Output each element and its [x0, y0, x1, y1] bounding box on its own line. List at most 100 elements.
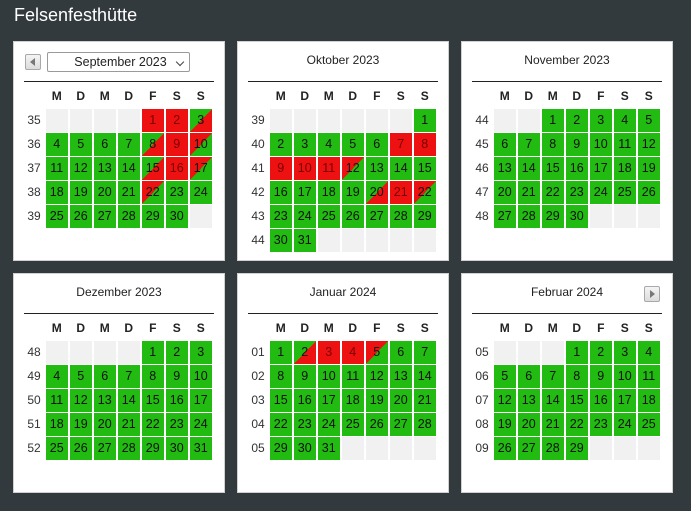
arrival-day-cell[interactable]: 2	[293, 341, 316, 364]
free-day-cell[interactable]: 29	[413, 205, 436, 228]
free-day-cell[interactable]: 19	[365, 389, 388, 412]
free-day-cell[interactable]: 12	[637, 133, 660, 156]
free-day-cell[interactable]: 21	[413, 389, 436, 412]
free-day-cell[interactable]: 12	[69, 157, 92, 180]
month-select[interactable]: September 2023	[47, 52, 190, 72]
free-day-cell[interactable]: 27	[365, 205, 388, 228]
free-day-cell[interactable]: 8	[269, 365, 292, 388]
free-day-cell[interactable]: 25	[317, 205, 340, 228]
free-day-cell[interactable]: 12	[493, 389, 516, 412]
free-day-cell[interactable]: 20	[93, 413, 116, 436]
free-day-cell[interactable]: 25	[341, 413, 364, 436]
free-day-cell[interactable]: 1	[541, 109, 564, 132]
free-day-cell[interactable]: 12	[69, 389, 92, 412]
free-day-cell[interactable]: 24	[189, 181, 212, 204]
free-day-cell[interactable]: 24	[613, 413, 636, 436]
free-day-cell[interactable]: 21	[117, 181, 140, 204]
free-day-cell[interactable]: 18	[45, 413, 68, 436]
free-day-cell[interactable]: 10	[589, 133, 612, 156]
free-day-cell[interactable]: 16	[589, 389, 612, 412]
free-day-cell[interactable]: 7	[117, 133, 140, 156]
free-day-cell[interactable]: 11	[45, 157, 68, 180]
free-day-cell[interactable]: 24	[293, 205, 316, 228]
free-day-cell[interactable]: 27	[93, 437, 116, 460]
free-day-cell[interactable]: 22	[541, 181, 564, 204]
free-day-cell[interactable]: 30	[269, 229, 292, 252]
free-day-cell[interactable]: 3	[613, 341, 636, 364]
arrival-day-cell[interactable]: 8	[141, 133, 164, 156]
departure-day-cell[interactable]: 17	[189, 157, 212, 180]
free-day-cell[interactable]: 7	[517, 133, 540, 156]
free-day-cell[interactable]: 6	[493, 133, 516, 156]
free-day-cell[interactable]: 11	[637, 365, 660, 388]
free-day-cell[interactable]: 27	[389, 413, 412, 436]
arrival-day-cell[interactable]: 3	[189, 109, 212, 132]
free-day-cell[interactable]: 9	[165, 365, 188, 388]
free-day-cell[interactable]: 16	[269, 181, 292, 204]
free-day-cell[interactable]: 18	[317, 181, 340, 204]
free-day-cell[interactable]: 10	[613, 365, 636, 388]
free-day-cell[interactable]: 17	[589, 157, 612, 180]
free-day-cell[interactable]: 28	[389, 205, 412, 228]
free-day-cell[interactable]: 28	[117, 205, 140, 228]
free-day-cell[interactable]: 6	[365, 133, 388, 156]
free-day-cell[interactable]: 30	[565, 205, 588, 228]
free-day-cell[interactable]: 28	[541, 437, 564, 460]
free-day-cell[interactable]: 12	[365, 365, 388, 388]
free-day-cell[interactable]: 25	[45, 437, 68, 460]
free-day-cell[interactable]: 1	[141, 341, 164, 364]
free-day-cell[interactable]: 13	[93, 389, 116, 412]
free-day-cell[interactable]: 14	[389, 157, 412, 180]
free-day-cell[interactable]: 1	[565, 341, 588, 364]
free-day-cell[interactable]: 8	[565, 365, 588, 388]
next-month-button[interactable]	[644, 286, 660, 302]
free-day-cell[interactable]: 5	[69, 133, 92, 156]
free-day-cell[interactable]: 11	[45, 389, 68, 412]
free-day-cell[interactable]: 16	[565, 157, 588, 180]
free-day-cell[interactable]: 13	[389, 365, 412, 388]
free-day-cell[interactable]: 13	[517, 389, 540, 412]
free-day-cell[interactable]: 9	[589, 365, 612, 388]
free-day-cell[interactable]: 23	[565, 181, 588, 204]
free-day-cell[interactable]: 14	[413, 365, 436, 388]
free-day-cell[interactable]: 3	[189, 341, 212, 364]
free-day-cell[interactable]: 15	[541, 157, 564, 180]
free-day-cell[interactable]: 20	[93, 181, 116, 204]
free-day-cell[interactable]: 21	[517, 181, 540, 204]
free-day-cell[interactable]: 31	[317, 437, 340, 460]
free-day-cell[interactable]: 13	[365, 157, 388, 180]
free-day-cell[interactable]: 2	[269, 133, 292, 156]
free-day-cell[interactable]: 22	[565, 413, 588, 436]
free-day-cell[interactable]: 4	[613, 109, 636, 132]
free-day-cell[interactable]: 7	[117, 365, 140, 388]
free-day-cell[interactable]: 31	[293, 229, 316, 252]
free-day-cell[interactable]: 2	[565, 109, 588, 132]
prev-month-button[interactable]	[25, 54, 41, 70]
departure-day-cell[interactable]: 5	[365, 341, 388, 364]
free-day-cell[interactable]: 18	[45, 181, 68, 204]
free-day-cell[interactable]: 31	[189, 437, 212, 460]
free-day-cell[interactable]: 10	[189, 365, 212, 388]
free-day-cell[interactable]: 6	[517, 365, 540, 388]
free-day-cell[interactable]: 19	[69, 181, 92, 204]
arrival-day-cell[interactable]: 20	[365, 181, 388, 204]
free-day-cell[interactable]: 30	[293, 437, 316, 460]
free-day-cell[interactable]: 15	[269, 389, 292, 412]
free-day-cell[interactable]: 4	[45, 365, 68, 388]
free-day-cell[interactable]: 13	[493, 157, 516, 180]
free-day-cell[interactable]: 19	[69, 413, 92, 436]
free-day-cell[interactable]: 18	[613, 157, 636, 180]
free-day-cell[interactable]: 23	[165, 413, 188, 436]
free-day-cell[interactable]: 5	[341, 133, 364, 156]
free-day-cell[interactable]: 27	[93, 205, 116, 228]
free-day-cell[interactable]: 24	[189, 413, 212, 436]
departure-day-cell[interactable]: 22	[413, 181, 436, 204]
free-day-cell[interactable]: 18	[341, 389, 364, 412]
free-day-cell[interactable]: 26	[341, 205, 364, 228]
departure-day-cell[interactable]: 22	[141, 181, 164, 204]
free-day-cell[interactable]: 29	[541, 205, 564, 228]
free-day-cell[interactable]: 30	[165, 205, 188, 228]
free-day-cell[interactable]: 10	[317, 365, 340, 388]
free-day-cell[interactable]: 30	[165, 437, 188, 460]
free-day-cell[interactable]: 5	[637, 109, 660, 132]
